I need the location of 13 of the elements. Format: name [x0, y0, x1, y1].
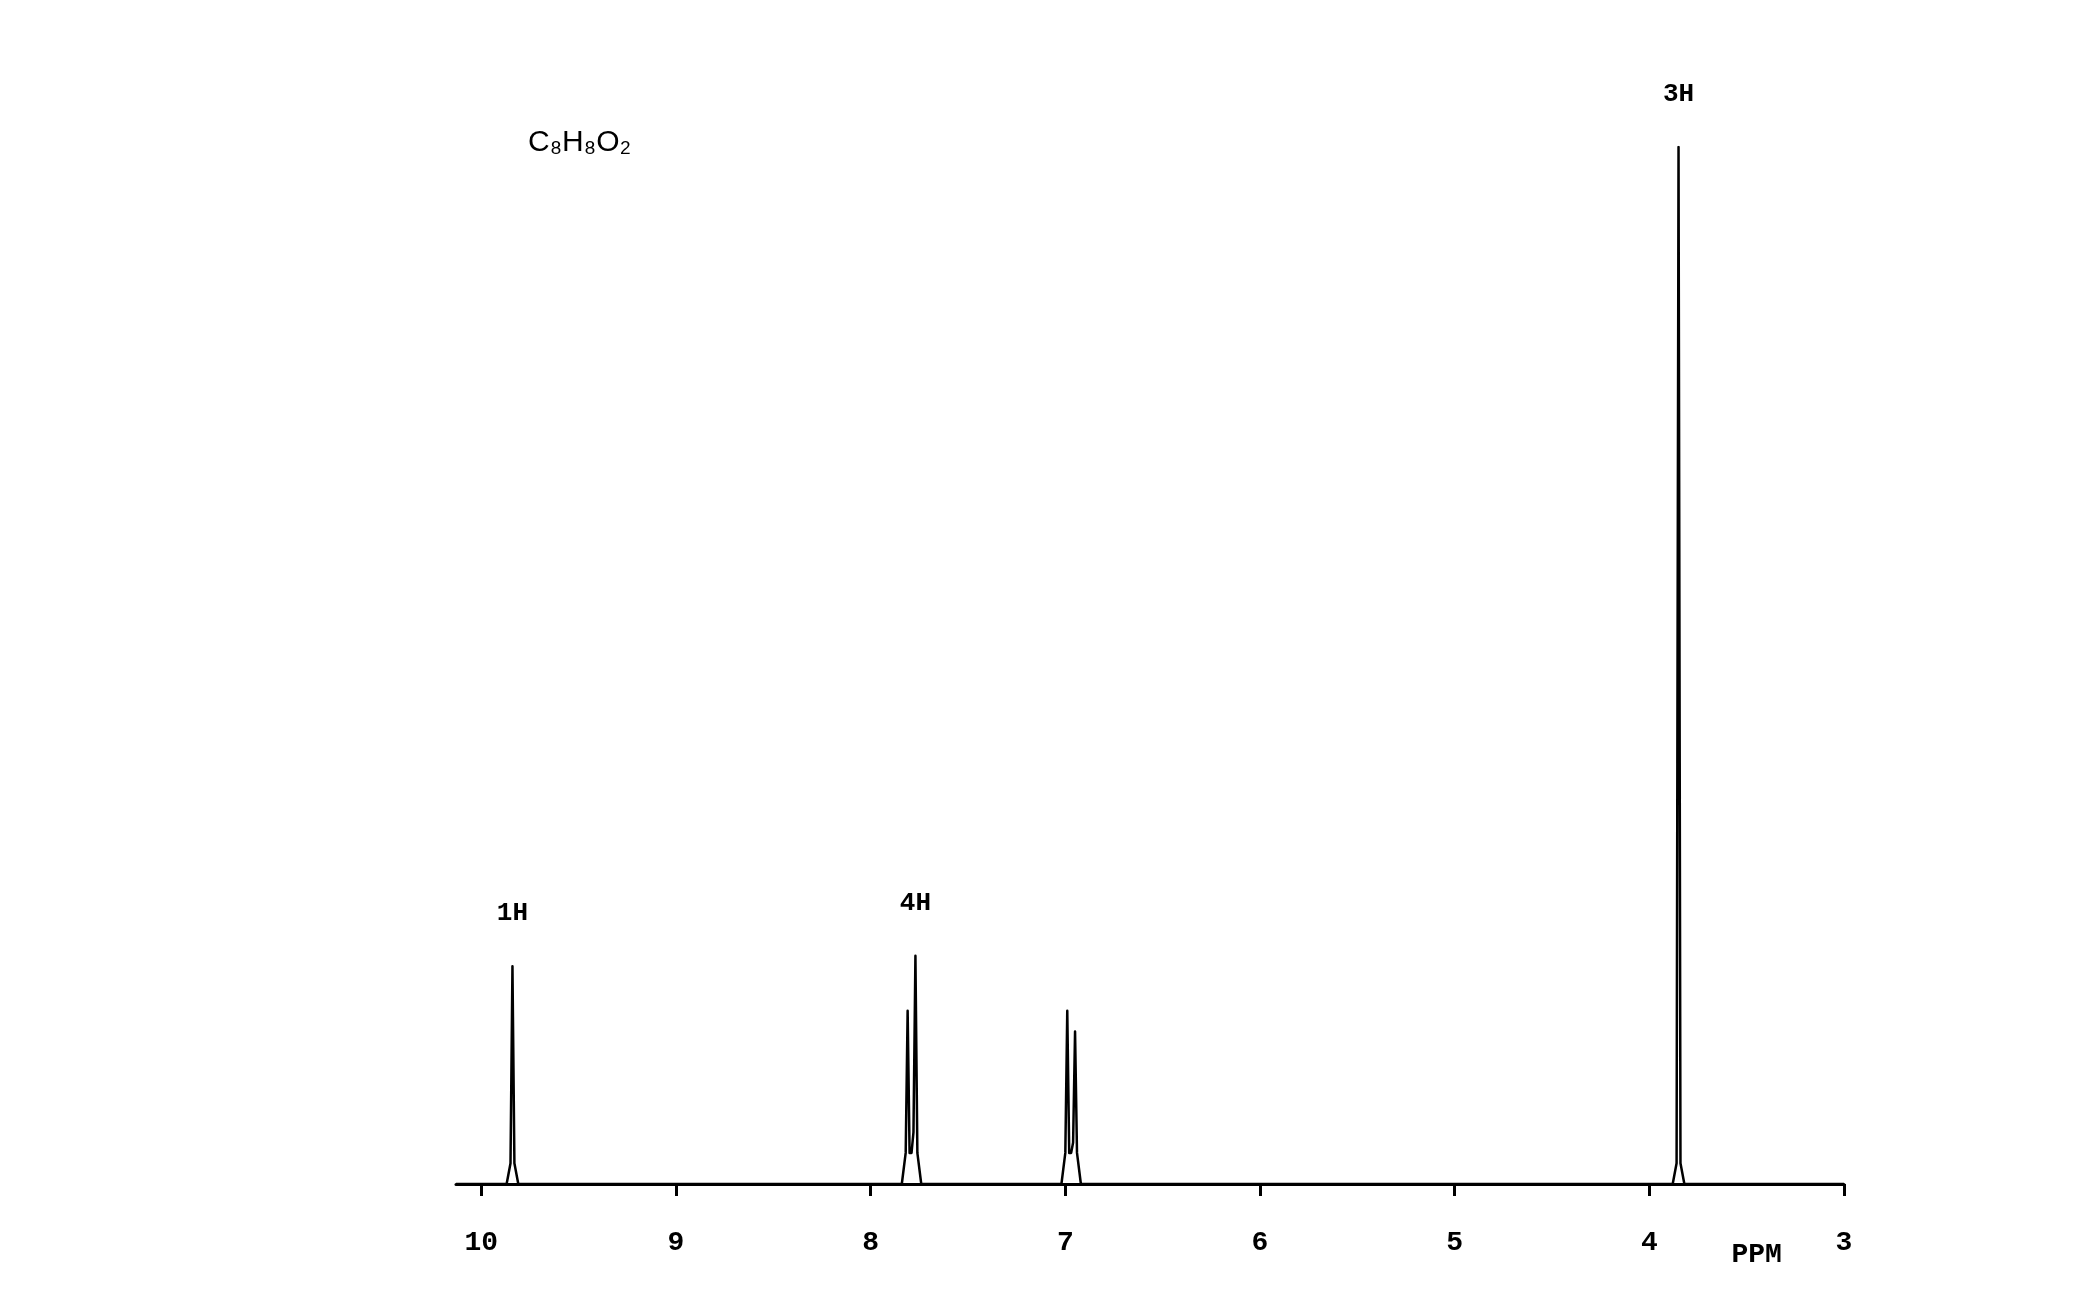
annotation: 3H — [1662, 79, 1695, 109]
x-tick-label: 3 — [1835, 1226, 1853, 1258]
chart-title: C₈H₈O₂ — [528, 123, 632, 157]
x-tick-label: 7 — [1056, 1226, 1074, 1258]
x-tick-label: 8 — [862, 1226, 880, 1258]
annotation: 4H — [899, 887, 932, 918]
x-tick-label: 9 — [667, 1226, 685, 1258]
x-tick-label: 4 — [1640, 1226, 1658, 1258]
x-axis-title: PPM — [1731, 1238, 1782, 1270]
x-tick-label: 6 — [1251, 1226, 1269, 1258]
x-tick-label: 10 — [464, 1226, 499, 1258]
annotation: 1H — [496, 898, 529, 929]
x-tick-label: 5 — [1446, 1226, 1464, 1258]
